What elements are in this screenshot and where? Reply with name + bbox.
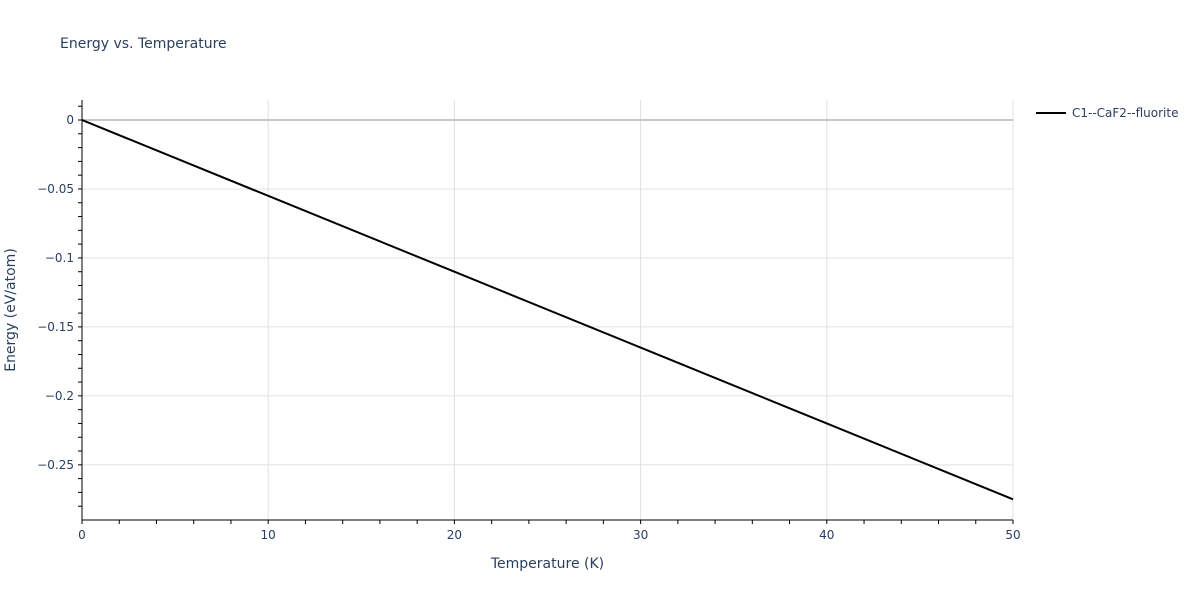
series-line[interactable] [81,119,1014,501]
x-tick-label: 0 [78,528,86,542]
x-tick-label: 30 [633,528,648,542]
legend-label: C1--CaF2--fluorite [1072,106,1179,120]
y-tick-label: −0.25 [37,458,74,472]
y-axis-title: Energy (eV/atom) [3,248,19,372]
y-tick-label: −0.2 [45,389,74,403]
x-axis-title: Temperature (K) [490,556,604,572]
x-tick-label: 50 [1005,528,1020,542]
legend-line-swatch [1036,112,1066,114]
x-tick-label: 20 [447,528,462,542]
y-tick-label: −0.1 [45,251,74,265]
y-tick-label: 0 [66,113,74,127]
x-tick-label: 10 [261,528,276,542]
x-tick-label: 40 [819,528,834,542]
chart-title: Energy vs. Temperature [60,36,227,52]
y-tick-label: −0.15 [37,320,74,334]
y-tick-label: −0.05 [37,182,74,196]
legend-item[interactable]: C1--CaF2--fluorite [1036,106,1178,120]
